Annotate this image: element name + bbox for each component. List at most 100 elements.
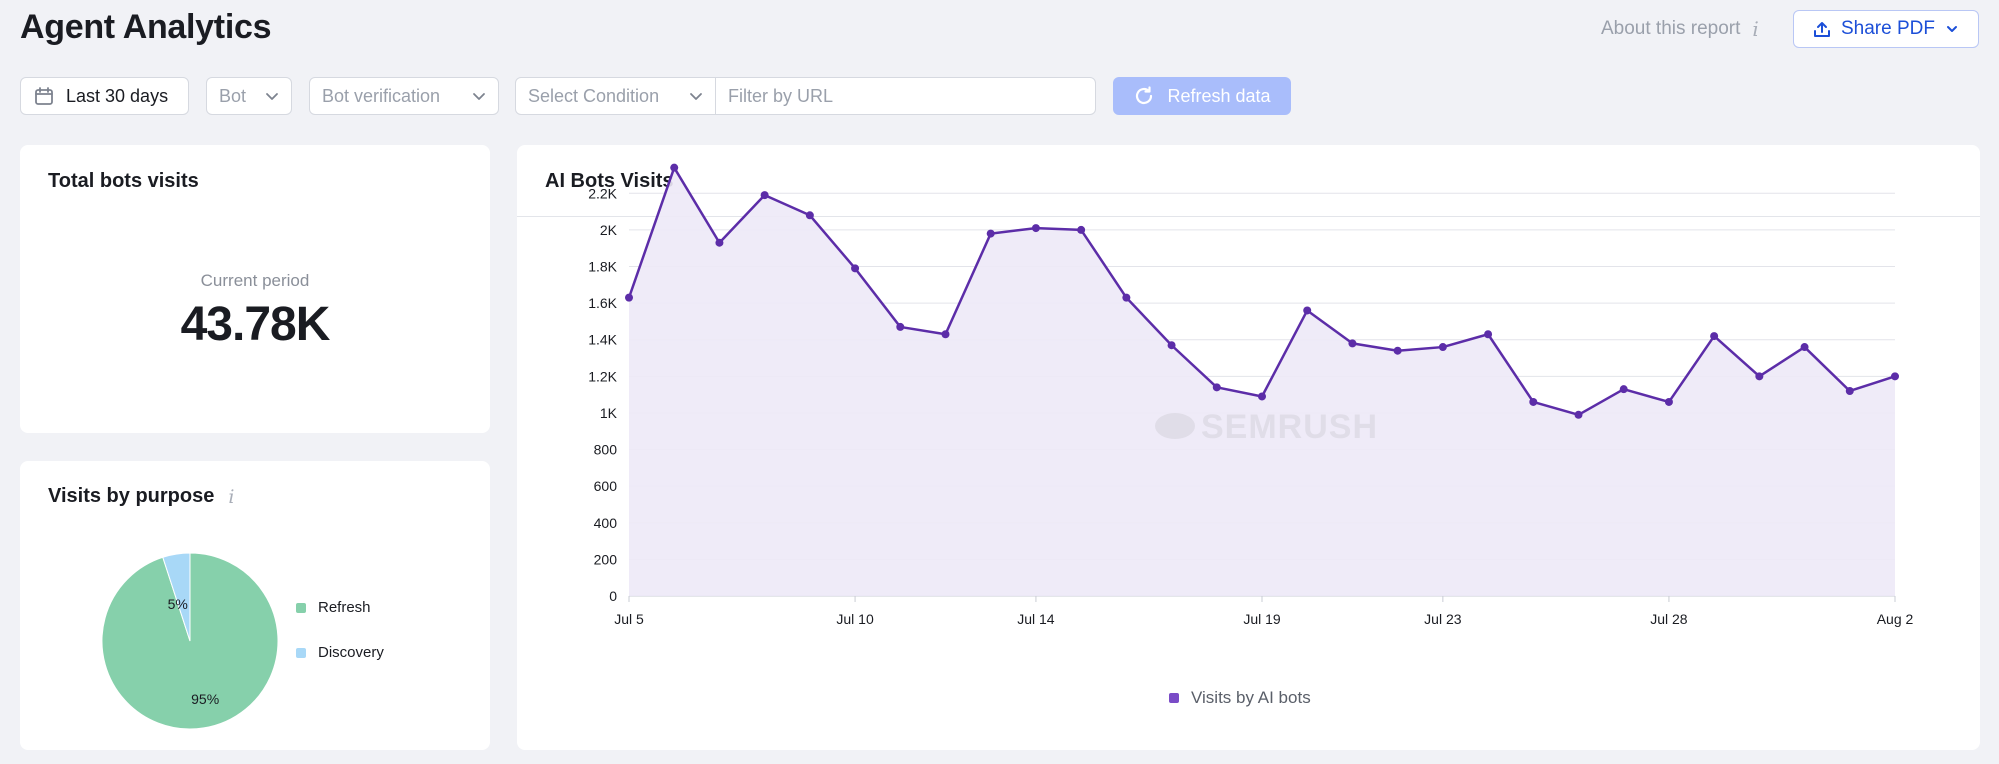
data-point[interactable] — [1258, 392, 1266, 401]
y-tick-label: 1.6K — [588, 295, 617, 311]
data-point[interactable] — [1031, 224, 1040, 233]
legend-swatch — [296, 602, 306, 613]
data-point[interactable] — [1348, 339, 1357, 348]
y-tick-label: 1.2K — [588, 368, 617, 384]
data-point[interactable] — [1664, 397, 1673, 406]
data-point[interactable] — [760, 191, 769, 200]
data-point[interactable] — [1303, 306, 1312, 315]
current-period-label: Current period — [200, 271, 310, 290]
condition-select[interactable]: Select Condition — [515, 77, 716, 115]
about-report-label: About this report — [1601, 18, 1741, 39]
data-point[interactable] — [670, 163, 679, 172]
data-point[interactable] — [805, 211, 814, 220]
chevron-down-icon — [1946, 26, 1957, 32]
pie-slice-label: 5% — [168, 596, 188, 612]
total-bots-visits-card: Total bots visits Current period 43.78K — [20, 145, 490, 433]
data-point[interactable] — [1167, 341, 1176, 350]
url-filter-placeholder: Filter by URL — [728, 85, 834, 106]
bot-select-placeholder: Bot — [219, 85, 247, 106]
legend-item-ai-bots[interactable]: Visits by AI bots — [1169, 688, 1311, 708]
pie-slice-discovery[interactable] — [162, 552, 191, 642]
x-tick-label: Jul 28 — [1650, 611, 1688, 627]
calendar-icon — [35, 87, 53, 105]
data-point[interactable] — [715, 238, 724, 247]
y-tick-label: 1.4K — [588, 332, 617, 348]
x-tick-label: Jul 10 — [836, 611, 874, 627]
refresh-data-label: Refresh data — [1167, 85, 1271, 106]
y-tick-label: 1.8K — [588, 259, 617, 275]
data-point[interactable] — [851, 264, 860, 273]
data-point[interactable] — [1755, 372, 1764, 381]
refresh-data-button[interactable]: Refresh data — [1113, 77, 1291, 115]
data-point[interactable] — [1484, 330, 1493, 339]
legend-label: Refresh — [318, 599, 371, 616]
bot-verification-select[interactable]: Bot verification — [309, 77, 499, 115]
bot-select[interactable]: Bot — [206, 77, 292, 115]
pie-slice-label: 95% — [191, 691, 219, 707]
data-point[interactable] — [941, 330, 950, 339]
y-tick-label: 600 — [594, 478, 618, 494]
data-point[interactable] — [896, 322, 905, 331]
card-title: Visits by purpose — [48, 485, 215, 507]
about-report-link[interactable]: About this report i — [1601, 17, 1759, 41]
page-title: Agent Analytics — [20, 8, 272, 46]
x-tick-label: Jul 19 — [1243, 611, 1281, 627]
data-point[interactable] — [986, 229, 995, 238]
data-point[interactable] — [1077, 225, 1086, 234]
url-filter-input[interactable]: Filter by URL — [715, 77, 1096, 115]
data-point[interactable] — [1574, 410, 1583, 419]
y-tick-label: 2.2K — [588, 185, 617, 201]
legend-swatch — [1169, 693, 1179, 703]
purpose-pie-chart: 95% 5% — [101, 552, 279, 730]
y-tick-label: 0 — [609, 588, 617, 604]
svg-text:SEMRUSH: SEMRUSH — [1201, 408, 1378, 446]
y-tick-label: 400 — [594, 515, 618, 531]
y-tick-label: 200 — [594, 551, 618, 567]
card-title-row: Visits by purpose i — [48, 485, 234, 508]
legend-item-refresh[interactable]: Refresh — [296, 599, 371, 616]
data-point[interactable] — [1529, 397, 1538, 406]
visits-by-purpose-card: Visits by purpose i 95% 5% Refresh Discov… — [20, 461, 490, 750]
share-pdf-label: Share PDF — [1841, 18, 1935, 39]
y-tick-label: 1K — [600, 405, 618, 421]
info-icon[interactable]: i — [228, 485, 235, 508]
data-point[interactable] — [1212, 383, 1221, 392]
data-point[interactable] — [1891, 372, 1899, 381]
legend-item-discovery[interactable]: Discovery — [296, 644, 384, 661]
legend-label: Visits by AI bots — [1191, 688, 1311, 707]
x-tick-label: Jul 5 — [614, 611, 644, 627]
card-title: AI Bots Visits — [545, 170, 674, 192]
legend-label: Discovery — [318, 644, 384, 661]
chevron-down-icon — [690, 93, 702, 100]
x-tick-label: Aug 2 — [1877, 611, 1914, 627]
y-tick-label: 2K — [600, 222, 618, 238]
semrush-watermark: SEMRUSH — [1155, 408, 1378, 446]
data-point[interactable] — [1619, 385, 1628, 394]
data-point[interactable] — [1845, 386, 1854, 395]
data-point[interactable] — [1710, 332, 1719, 341]
date-range-picker[interactable]: Last 30 days — [20, 77, 189, 115]
data-point[interactable] — [1122, 293, 1131, 302]
x-tick-label: Jul 23 — [1424, 611, 1462, 627]
ai-bots-visits-card: AI Bots Visits 0 200 400 600 800 1K 1.2K 1.4K 1.… — [517, 145, 1980, 750]
ai-bots-visits-chart: 0 200 400 600 800 1K 1.2K 1.4K 1.6K 1.8K 2K 2.2K Jul… — [588, 163, 1914, 627]
legend-swatch — [296, 647, 306, 658]
data-point[interactable] — [625, 293, 633, 302]
chevron-down-icon — [473, 93, 485, 100]
data-point[interactable] — [1393, 346, 1402, 355]
total-visits-value: 43.78K — [180, 298, 331, 351]
card-divider — [517, 216, 1980, 217]
series-area — [629, 167, 1895, 596]
data-point[interactable] — [1800, 343, 1809, 352]
x-tick-label: Jul 14 — [1017, 611, 1055, 627]
share-pdf-button[interactable]: Share PDF — [1793, 10, 1979, 48]
date-range-label: Last 30 days — [66, 85, 169, 106]
condition-placeholder: Select Condition — [528, 85, 660, 106]
data-point[interactable] — [1438, 343, 1447, 352]
chevron-down-icon — [266, 93, 278, 100]
upload-icon — [1814, 22, 1830, 37]
card-title: Total bots visits — [48, 170, 199, 192]
y-tick-label: 800 — [594, 442, 618, 458]
bot-verification-placeholder: Bot verification — [322, 85, 441, 106]
info-icon: i — [1752, 17, 1759, 41]
